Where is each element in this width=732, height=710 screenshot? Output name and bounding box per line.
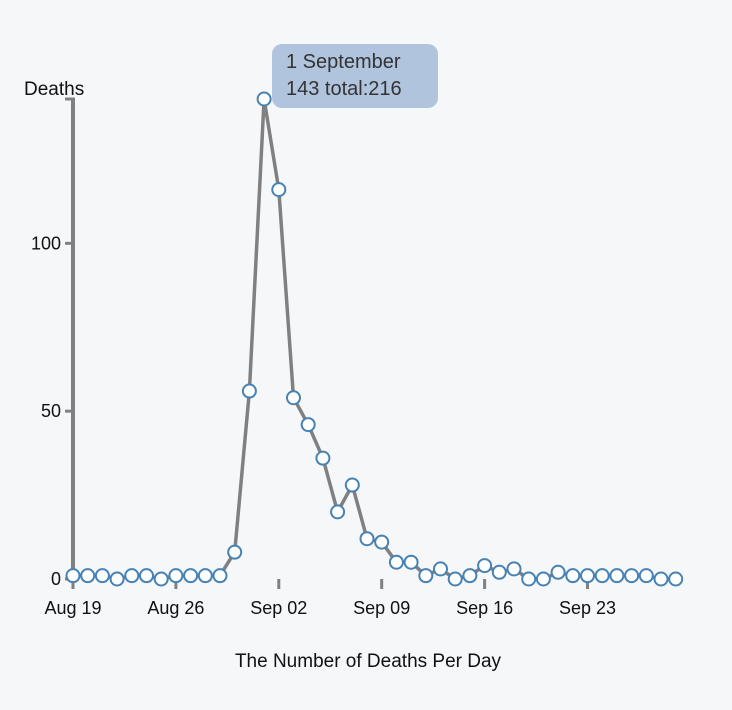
data-point[interactable] — [286, 390, 301, 406]
data-point[interactable] — [271, 182, 287, 198]
x-tick-label: Sep 16 — [456, 598, 513, 618]
x-tick-label: Sep 09 — [353, 598, 410, 618]
x-tick-label: Aug 19 — [44, 598, 101, 618]
data-point[interactable] — [241, 383, 257, 399]
data-point[interactable] — [609, 568, 625, 584]
data-points — [65, 91, 684, 587]
y-tick-label: 50 — [41, 401, 61, 421]
data-point[interactable] — [359, 531, 375, 547]
data-point[interactable] — [65, 568, 81, 584]
data-point[interactable] — [388, 554, 404, 570]
data-point[interactable] — [653, 571, 669, 587]
data-point[interactable] — [197, 568, 213, 584]
tooltip-total: 143 total:216 — [286, 78, 402, 100]
data-point[interactable] — [477, 558, 493, 574]
data-point[interactable] — [403, 554, 419, 570]
x-tick-label: Aug 26 — [147, 598, 204, 618]
tooltip-date: 1 September — [286, 51, 401, 73]
data-point[interactable] — [109, 571, 125, 587]
data-point[interactable] — [168, 568, 184, 584]
deaths-series-line — [73, 97, 676, 581]
data-point[interactable] — [124, 568, 140, 584]
data-point[interactable] — [94, 568, 110, 584]
data-point[interactable] — [550, 564, 566, 580]
data-point[interactable] — [521, 571, 537, 587]
axes: 0 50 100 Aug 19 Aug 26 Sep 02 Sep 09 Sep 16 Sep … — [31, 97, 616, 618]
data-point[interactable] — [139, 568, 154, 584]
data-point[interactable] — [330, 504, 346, 520]
data-point[interactable] — [256, 91, 272, 107]
series-line-layer — [73, 97, 676, 581]
data-point[interactable] — [227, 544, 243, 560]
data-point[interactable] — [565, 568, 581, 584]
data-point[interactable] — [624, 568, 640, 584]
data-point[interactable] — [638, 568, 654, 584]
data-point[interactable] — [344, 477, 360, 493]
data-point[interactable] — [315, 450, 331, 466]
data-point[interactable] — [183, 568, 199, 584]
data-point[interactable] — [418, 568, 434, 584]
data-point[interactable] — [506, 561, 522, 577]
data-point[interactable] — [462, 568, 478, 584]
y-axis-title: Deaths — [24, 79, 84, 100]
data-point[interactable] — [433, 561, 448, 577]
data-point[interactable] — [212, 568, 228, 584]
data-point[interactable] — [153, 571, 169, 587]
data-point[interactable] — [668, 571, 684, 587]
data-point[interactable] — [535, 571, 551, 587]
x-axis-title: The Number of Deaths Per Day — [235, 651, 502, 672]
data-point[interactable] — [580, 568, 595, 584]
x-tick-label: Sep 23 — [559, 598, 616, 618]
data-point[interactable] — [491, 564, 507, 580]
data-point[interactable] — [374, 534, 390, 550]
x-tick-label: Sep 02 — [250, 598, 307, 618]
data-point[interactable] — [300, 417, 316, 433]
data-point[interactable] — [594, 568, 610, 584]
data-point[interactable] — [447, 571, 463, 587]
y-tick-label: 100 — [31, 233, 61, 253]
hover-tooltip: 1 September 143 total:216 — [272, 44, 438, 108]
y-tick-label: 0 — [51, 569, 61, 589]
data-point[interactable] — [80, 568, 96, 584]
